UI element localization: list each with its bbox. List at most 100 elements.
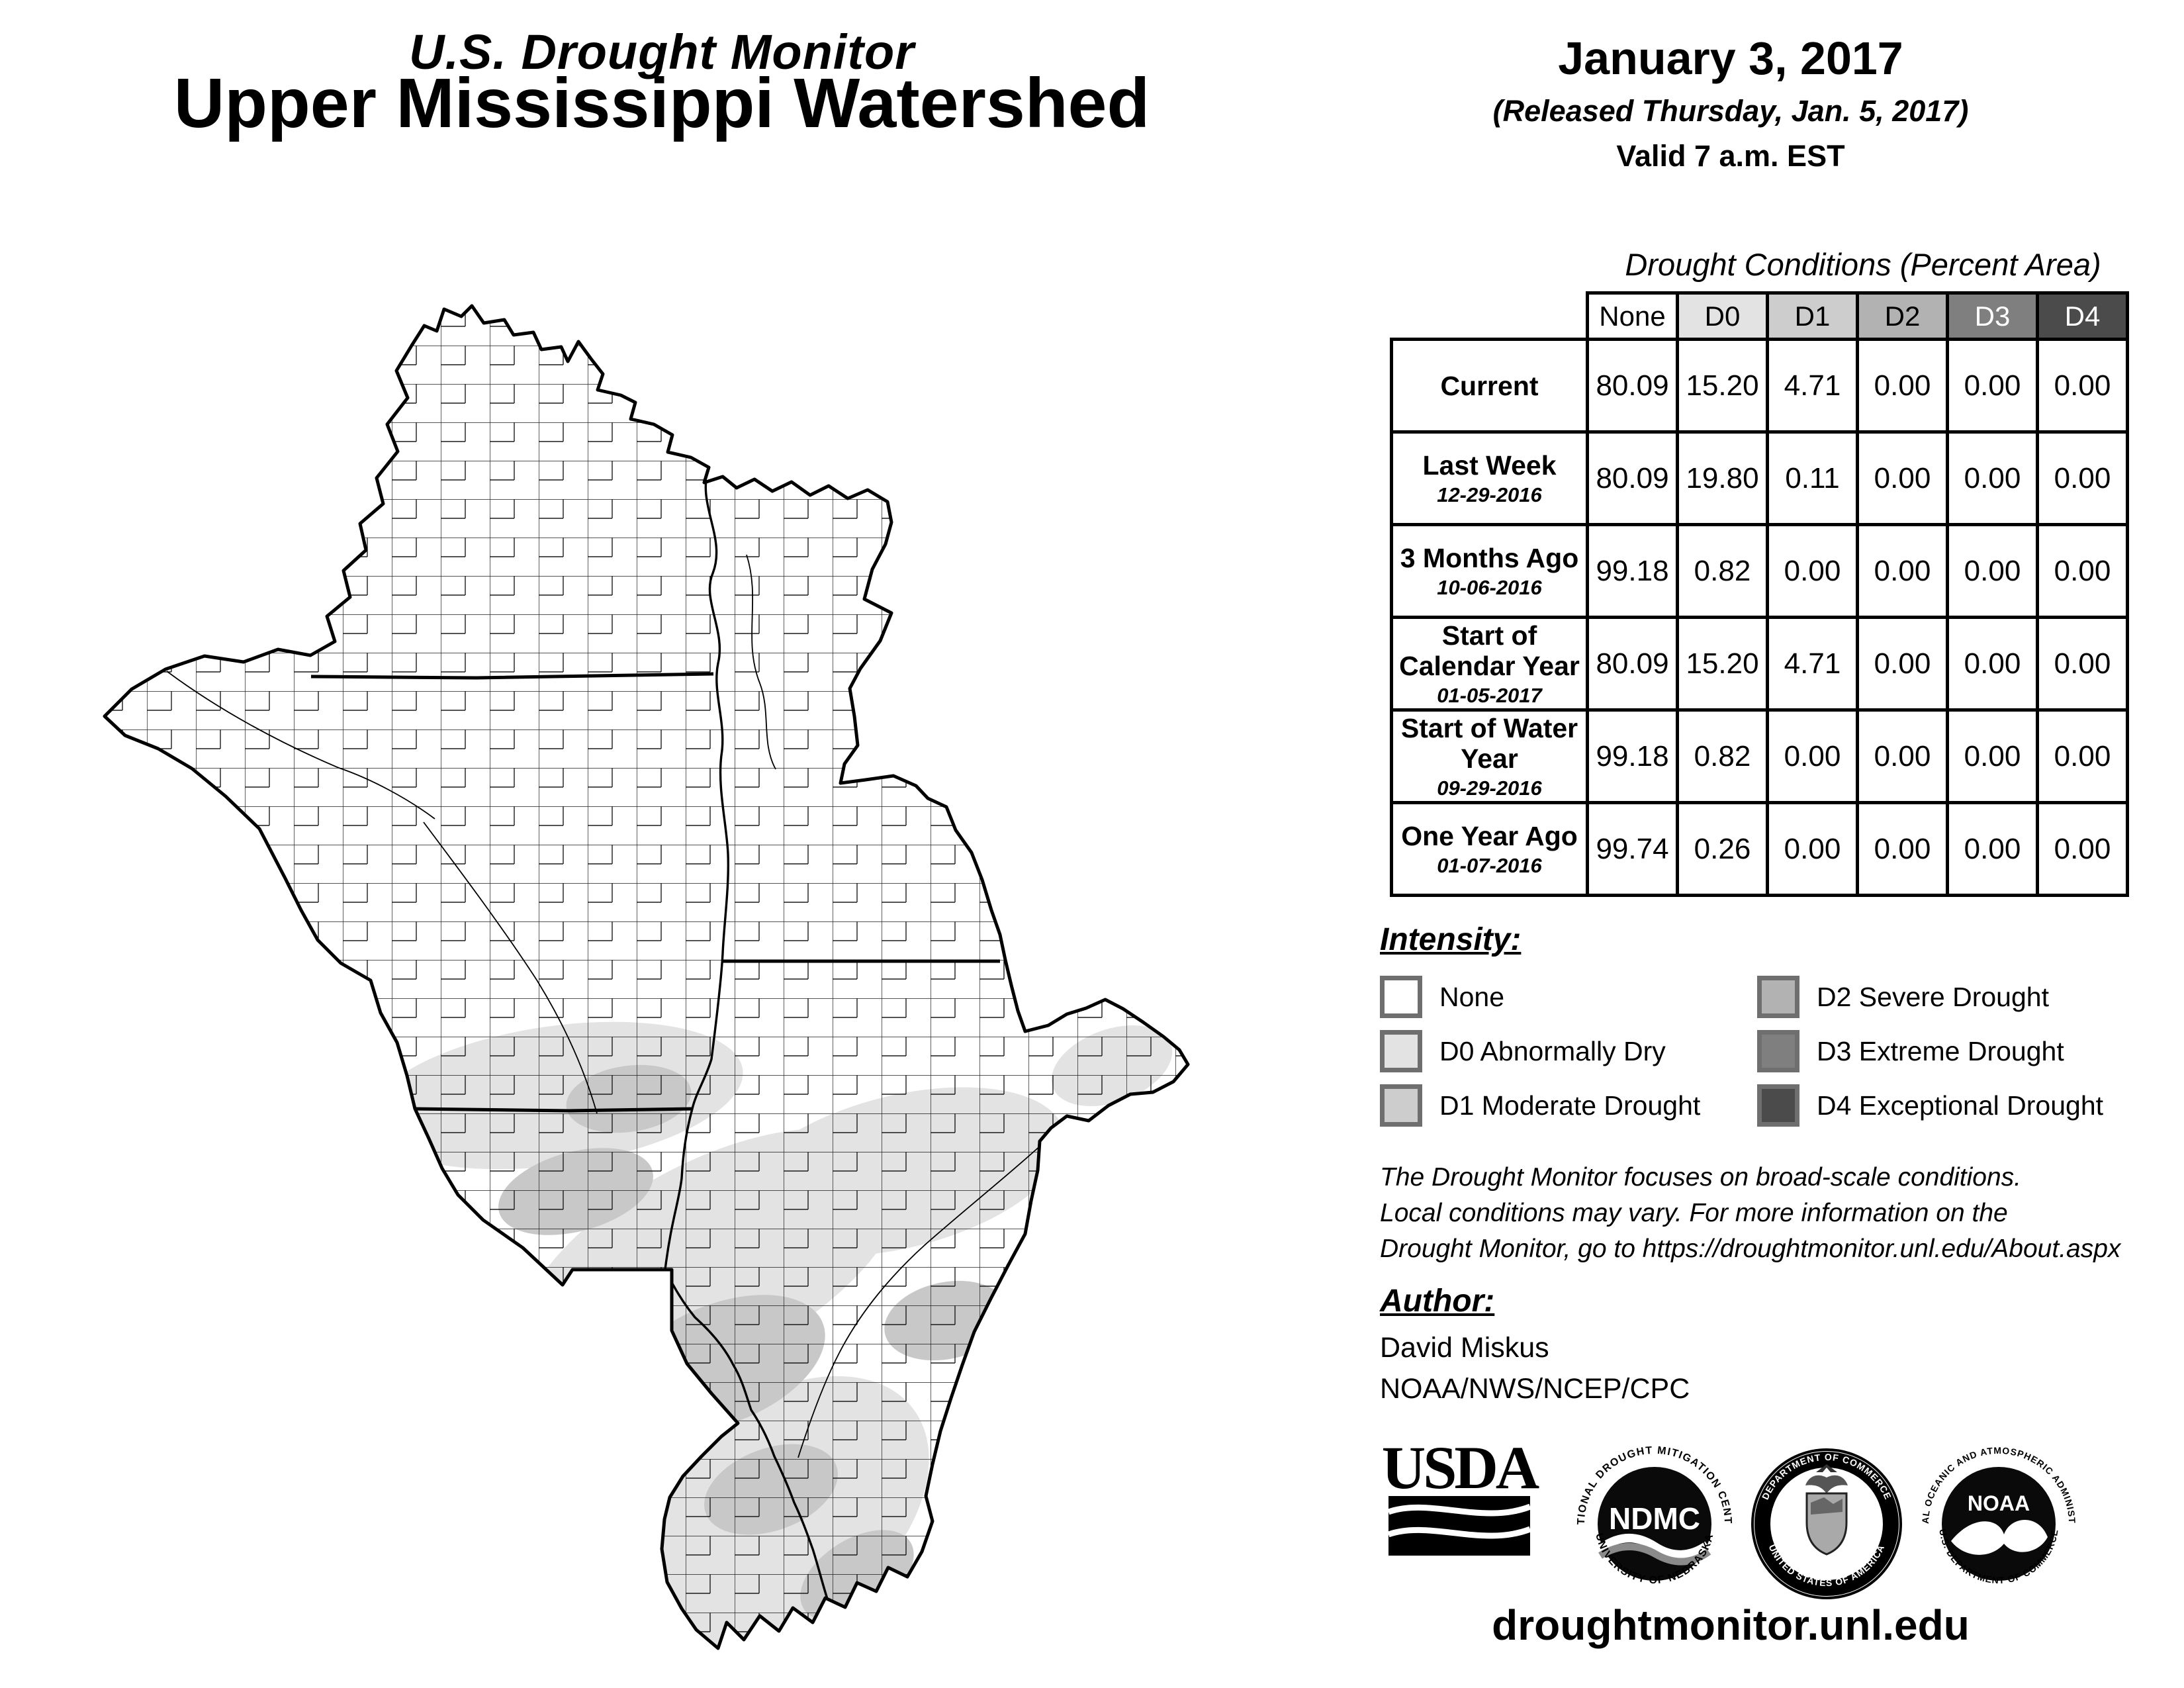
row-label: Start of Water Year 09-29-2016 <box>1390 708 1589 804</box>
table-cell: 80.09 <box>1586 616 1679 712</box>
table-row-start-calendar-year: Start of Calendar Year 01-05-2017 80.09 … <box>1390 616 2129 712</box>
table-cell: 0.00 <box>1946 616 2039 712</box>
col-header-d0: D0 <box>1676 291 1769 341</box>
table-cell: 80.09 <box>1586 430 1679 526</box>
table-cell: 0.00 <box>1946 338 2039 434</box>
state-borders <box>310 672 1000 1113</box>
report-kicker: U.S. Drought Monitor <box>409 24 915 79</box>
valid-time: Valid 7 a.m. EST <box>1616 139 1845 173</box>
wisconsin-river <box>746 554 776 770</box>
legend-item-d4: D4 Exceptional Drought <box>1757 1084 2103 1127</box>
noaa-wordmark: NOAA <box>1968 1491 2030 1515</box>
col-header-d1: D1 <box>1766 291 1859 341</box>
table-cell: 0.00 <box>1946 801 2039 897</box>
legend-item-d0: D0 Abnormally Dry <box>1380 1030 1666 1072</box>
agency-logos: USDA NDMC NATIONAL DROUGHT MITIGATION CE… <box>1377 1425 2077 1599</box>
page-title: Upper Mississippi Watershed <box>173 64 1150 142</box>
table-cell: 99.18 <box>1586 523 1679 619</box>
table-cell: 0.00 <box>1856 616 1949 712</box>
d2-swatch <box>1757 976 1799 1018</box>
table-cell: 99.74 <box>1586 801 1679 897</box>
drought-monitor-url: droughtmonitor.unl.edu <box>1492 1601 1970 1649</box>
legend-title: Intensity: <box>1380 922 1522 957</box>
disclaimer-text: The Drought Monitor focuses on broad-sca… <box>1380 1163 2121 1263</box>
table-row-start-water-year: Start of Water Year 09-29-2016 99.18 0.8… <box>1390 708 2129 804</box>
table-cell: 0.00 <box>2036 338 2129 434</box>
table-cell: 0.00 <box>1946 430 2039 526</box>
d3-swatch <box>1757 1030 1799 1072</box>
table-cell: 0.11 <box>1766 430 1859 526</box>
col-header-d2: D2 <box>1856 291 1949 341</box>
legend-item-d2: D2 Severe Drought <box>1757 976 2049 1018</box>
mississippi-river <box>664 467 829 1599</box>
table-cell: 15.20 <box>1676 338 1769 434</box>
table-cell: 0.00 <box>1856 338 1949 434</box>
table-title: Drought Conditions (Percent Area) <box>1625 247 2101 282</box>
table-cell: 0.82 <box>1676 708 1769 804</box>
table-cell: 0.00 <box>2036 430 2129 526</box>
row-label: Last Week 12-29-2016 <box>1390 430 1589 526</box>
illinois-river <box>797 1128 1060 1458</box>
released-date: (Released Thursday, Jan. 5, 2017) <box>1492 94 1969 128</box>
row-label: Start of Calendar Year 01-05-2017 <box>1390 616 1589 712</box>
col-header-d3: D3 <box>1946 291 2039 341</box>
seagull-icon <box>1951 1520 2048 1555</box>
table-cell: 0.00 <box>1946 708 2039 804</box>
watershed-map <box>103 304 1190 1650</box>
table-row-last-week: Last Week 12-29-2016 80.09 19.80 0.11 0.… <box>1390 430 2129 526</box>
table-row-3-months-ago: 3 Months Ago 10-06-2016 99.18 0.82 0.00 … <box>1390 523 2129 619</box>
row-label: 3 Months Ago 10-06-2016 <box>1390 523 1589 619</box>
none-swatch <box>1380 976 1422 1018</box>
usda-wordmark: USDA <box>1382 1434 1539 1501</box>
author-organization: NOAA/NWS/NCEP/CPC <box>1380 1373 1690 1405</box>
table-cell: 15.20 <box>1676 616 1769 712</box>
d1-swatch <box>1380 1084 1422 1127</box>
row-label: Current <box>1390 338 1589 434</box>
table-cell: 0.00 <box>1766 708 1859 804</box>
table-cell: 80.09 <box>1586 338 1679 434</box>
county-grid <box>105 306 1188 1648</box>
d0-swatch <box>1380 1030 1422 1072</box>
table-cell: 4.71 <box>1766 338 1859 434</box>
table-cell: 19.80 <box>1676 430 1769 526</box>
date-block: January 3, 2017 (Released Thursday, Jan.… <box>1380 32 2081 173</box>
table-row-current: Current 80.09 15.20 4.71 0.00 0.00 0.00 <box>1390 338 2129 434</box>
col-header-d4: D4 <box>2036 291 2129 341</box>
minnesota-river <box>166 671 435 820</box>
eagle-icon <box>1816 1464 1837 1472</box>
table-cell: 0.00 <box>2036 801 2129 897</box>
row-label: One Year Ago 01-07-2016 <box>1390 801 1589 897</box>
table-cell: 4.71 <box>1766 616 1859 712</box>
department-of-commerce-seal: DEPARTMENT OF COMMERCE UNITED STATES OF … <box>1751 1448 1902 1599</box>
map-date: January 3, 2017 <box>1558 32 1903 84</box>
legend-item-d1: D1 Moderate Drought <box>1380 1084 1700 1127</box>
table-cell: 0.00 <box>1766 801 1859 897</box>
table-header-row: None D0 D1 D2 D3 D4 <box>1391 291 2129 341</box>
d4-swatch <box>1757 1084 1799 1127</box>
col-header-none: None <box>1586 291 1679 341</box>
table-cell: 0.82 <box>1676 523 1769 619</box>
table-cell: 0.00 <box>1946 523 2039 619</box>
table-corner-cell <box>1391 293 1588 340</box>
usda-logo: USDA <box>1382 1434 1542 1556</box>
table-cell: 0.00 <box>2036 523 2129 619</box>
watershed-outline <box>103 304 1190 1650</box>
table-cell: 99.18 <box>1586 708 1679 804</box>
des-moines-river <box>423 821 598 1114</box>
table-row-one-year-ago: One Year Ago 01-07-2016 99.74 0.26 0.00 … <box>1390 801 2129 897</box>
table-cell: 0.00 <box>2036 616 2129 712</box>
table-cell: 0.00 <box>1856 430 1949 526</box>
author-title: Author: <box>1380 1284 1495 1319</box>
table-cell: 0.00 <box>2036 708 2129 804</box>
legend-item-d3: D3 Extreme Drought <box>1757 1030 2064 1072</box>
table-cell: 0.26 <box>1676 801 1769 897</box>
table-cell: 0.00 <box>1856 523 1949 619</box>
table-cell: 0.00 <box>1856 708 1949 804</box>
drought-conditions-table: None D0 D1 D2 D3 D4 Current 80.09 15.20 … <box>1390 291 2129 897</box>
table-cell: 0.00 <box>1856 801 1949 897</box>
ndmc-wordmark: NDMC <box>1609 1501 1700 1536</box>
author-name: David Miskus <box>1380 1332 1549 1364</box>
legend-item-none: None <box>1380 976 1504 1018</box>
table-cell: 0.00 <box>1766 523 1859 619</box>
